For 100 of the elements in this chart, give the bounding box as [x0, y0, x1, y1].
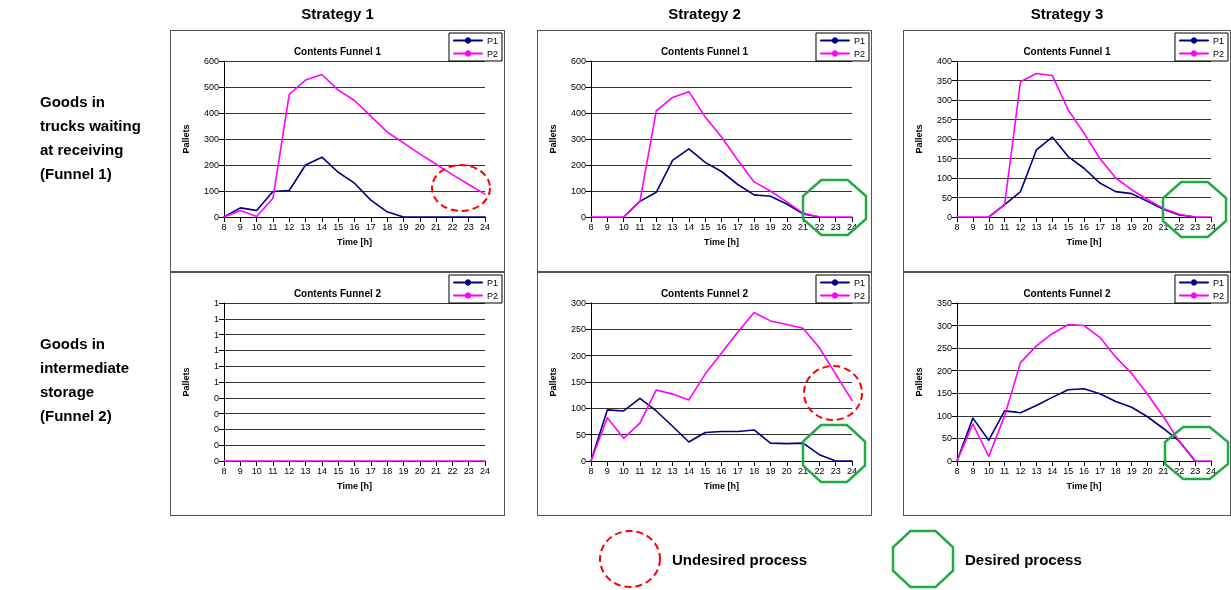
- x-tick-label: 8: [588, 221, 594, 232]
- x-tick-label: 9: [237, 221, 243, 232]
- x-tick-label: 17: [365, 465, 376, 476]
- x-axis-title: Time [h]: [704, 236, 739, 247]
- x-tick-label: 15: [333, 221, 344, 232]
- y-tick-label: 0: [580, 456, 586, 466]
- x-tick-label: 19: [1126, 221, 1137, 232]
- legend-label: P2: [1212, 290, 1225, 301]
- x-tick-label: 20: [414, 465, 425, 476]
- y-tick-label: 150: [936, 388, 952, 399]
- x-tick-label: 11: [268, 465, 278, 476]
- legend-label: P2: [853, 48, 866, 59]
- x-tick-label: 23: [1190, 221, 1201, 232]
- y-axis-title: Pallets: [180, 124, 191, 154]
- x-tick-label: 16: [716, 465, 727, 476]
- y-tick-label: 1: [213, 298, 219, 308]
- x-tick-label: 13: [1031, 221, 1042, 232]
- y-tick-label: 200: [936, 134, 952, 144]
- y-tick-label: 300: [570, 298, 586, 308]
- x-tick-label: 20: [1142, 221, 1153, 232]
- y-tick-label: 250: [936, 343, 952, 354]
- y-tick-label: 100: [203, 186, 219, 196]
- text: Goods in trucks waiting at receiving (Funnel 1): [40, 92, 142, 184]
- x-tick-label: 20: [781, 465, 792, 476]
- x-tick-label: 15: [1063, 465, 1074, 476]
- y-tick-label: 100: [570, 186, 586, 196]
- y-axis-title: Pallets: [913, 367, 924, 397]
- x-axis-title: Time [h]: [337, 236, 372, 247]
- x-tick-label: 14: [1047, 465, 1058, 476]
- x-tick-label: 21: [431, 465, 442, 476]
- y-tick-label: 600: [203, 56, 219, 66]
- y-tick-label: 500: [570, 82, 586, 92]
- y-tick-label: 600: [570, 56, 586, 66]
- chart-title: Contents Funnel 2: [660, 287, 749, 299]
- chart-subtitle: Strategy 2: [667, 5, 742, 22]
- x-tick-label: 21: [798, 221, 809, 232]
- y-tick-label: 300: [936, 320, 952, 331]
- x-tick-label: 16: [1078, 465, 1090, 476]
- y-tick-label: 1: [213, 377, 219, 387]
- legend-label: P1: [853, 277, 866, 288]
- x-tick-label: 10: [983, 465, 994, 476]
- x-tick-label: 10: [618, 465, 629, 476]
- legend-label: P2: [853, 290, 866, 301]
- y-axis-title: Pallets: [180, 367, 191, 397]
- x-tick-label: 15: [700, 465, 711, 476]
- x-tick-label: 17: [732, 221, 743, 232]
- x-tick-label: 22: [814, 465, 825, 476]
- x-tick-label: 9: [604, 465, 610, 476]
- y-tick-label: 300: [570, 134, 586, 144]
- x-tick-label: 13: [300, 465, 311, 476]
- x-tick-label: 14: [1047, 221, 1058, 232]
- y-tick-label: 250: [570, 324, 586, 335]
- x-tick-label: 20: [1142, 465, 1153, 476]
- x-tick-label: 19: [398, 221, 409, 232]
- y-tick-label: 0: [213, 424, 219, 435]
- x-tick-label: 10: [983, 221, 994, 232]
- x-tick-label: 24: [479, 221, 491, 232]
- x-tick-label: 12: [651, 221, 662, 232]
- x-tick-label: 19: [765, 465, 776, 476]
- x-tick-label: 12: [1015, 221, 1026, 232]
- x-axis-title: Time [h]: [337, 480, 372, 491]
- y-tick-label: 400: [936, 56, 952, 66]
- x-tick-label: 16: [349, 221, 360, 232]
- x-tick-label: 10: [251, 465, 262, 476]
- chart-subtitle: Strategy 1: [300, 5, 375, 22]
- y-tick-label: 350: [936, 75, 952, 86]
- x-tick-label: 24: [479, 465, 491, 476]
- y-tick-label: 350: [936, 298, 952, 308]
- y-tick-label: 400: [203, 108, 219, 118]
- x-tick-label: 12: [651, 465, 662, 476]
- x-tick-label: 22: [447, 221, 458, 232]
- x-tick-label: 8: [221, 221, 227, 232]
- x-tick-label: 14: [683, 465, 694, 476]
- y-tick-label: 150: [936, 153, 952, 164]
- x-tick-label: 15: [1063, 221, 1074, 232]
- y-tick-label: 200: [936, 365, 952, 376]
- x-tick-label: 11: [999, 221, 1010, 232]
- y-tick-label: 50: [575, 429, 586, 440]
- y-axis-title: Pallets: [913, 124, 924, 154]
- legend-label: P1: [486, 35, 499, 46]
- x-tick-label: 18: [1110, 221, 1121, 232]
- y-tick-label: 1: [213, 313, 219, 324]
- y-axis-title: Pallets: [547, 367, 558, 397]
- y-tick-label: 400: [570, 108, 586, 118]
- x-tick-label: 21: [431, 221, 442, 232]
- x-tick-label: 13: [1031, 465, 1042, 476]
- y-tick-label: 0: [580, 212, 586, 222]
- x-tick-label: 22: [814, 221, 825, 232]
- x-tick-label: 14: [683, 221, 694, 232]
- y-tick-label: 0: [946, 212, 952, 222]
- x-tick-label: 11: [999, 465, 1010, 476]
- x-tick-label: 17: [365, 221, 376, 232]
- x-tick-label: 17: [732, 465, 743, 476]
- x-axis-title: Time [h]: [1066, 480, 1102, 491]
- x-tick-label: 17: [1094, 221, 1105, 232]
- x-tick-label: 23: [830, 221, 841, 232]
- x-tick-label: 9: [970, 465, 976, 476]
- y-axis-title: Pallets: [547, 124, 558, 154]
- x-tick-label: 17: [1094, 465, 1105, 476]
- x-tick-label: 9: [237, 465, 243, 476]
